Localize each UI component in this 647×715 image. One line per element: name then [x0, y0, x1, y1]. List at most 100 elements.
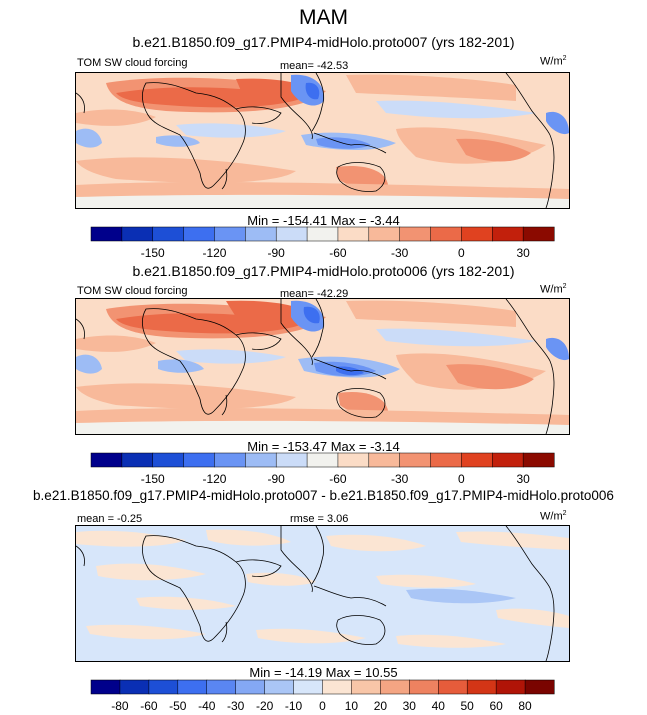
colorbar-3-tick-label: 60 [489, 699, 503, 713]
colorbar-1-tick-label: -30 [391, 246, 409, 260]
panel-3-mean-label: mean = -0.25 [77, 513, 143, 525]
colorbar-2-tick-label: -120 [202, 472, 226, 486]
colorbar-1-swatch [152, 226, 185, 242]
colorbar-3-swatch [438, 679, 468, 695]
colorbar-2-swatch [522, 452, 555, 468]
colorbar-2-tick-label: -30 [391, 472, 409, 486]
panel-1-colorbar-svg: -150 -120 -90 -60 -30 0 30 [90, 226, 555, 260]
colorbar-3-tick-label: -60 [140, 699, 158, 713]
colorbar-3-swatch [177, 679, 208, 695]
colorbar-3-swatch [235, 679, 266, 695]
colorbar-1-tick-label: 30 [516, 246, 530, 260]
colorbar-2-tick-label: 30 [516, 472, 530, 486]
colorbar-3-tick-label: -10 [285, 699, 303, 713]
colorbar-2-swatch [152, 452, 185, 468]
colorbar-3-tick-label: 10 [345, 699, 359, 713]
colorbar-2-swatch [461, 452, 493, 468]
colorbar-1-swatch [399, 226, 432, 242]
colorbar-1-tick-label: -150 [141, 246, 165, 260]
colorbar-1-swatch [522, 226, 555, 242]
colorbar-1-swatch [214, 226, 246, 242]
colorbar-3-swatch [119, 679, 150, 695]
colorbar-1-swatch [90, 226, 123, 242]
colorbar-1-swatch [368, 226, 401, 242]
colorbar-3-swatch [148, 679, 179, 695]
colorbar-3-swatch [495, 679, 526, 695]
colorbar-1-swatch [275, 226, 308, 242]
colorbar-2-swatch [399, 452, 432, 468]
colorbar-3-swatch [90, 679, 121, 695]
colorbar-3-swatch [351, 679, 381, 695]
colorbar-2-swatch [337, 452, 370, 468]
colorbar-3-swatch [409, 679, 439, 695]
colorbar-3-swatch [380, 679, 410, 695]
panel-1-title: b.e21.B1850.f09_g17.PMIP4-midHolo.proto0… [132, 34, 515, 50]
colorbar-2-swatch [430, 452, 462, 468]
colorbar-3-tick-label: -80 [111, 699, 129, 713]
colorbar-3-tick-label: 40 [432, 699, 446, 713]
panel-1-units: W/m2 [540, 55, 567, 68]
panel-1-map [75, 72, 570, 209]
panel-3-rmse-label: rmse = 3.06 [290, 513, 349, 525]
colorbar-1-swatch [245, 226, 277, 242]
colorbar-1-swatch [337, 226, 370, 242]
panel-2-variable-label: TOM SW cloud forcing [77, 285, 188, 297]
colorbar-3-swatch [264, 679, 295, 695]
colorbar-2-swatch [121, 452, 154, 468]
colorbar-1-tick-label: -120 [202, 246, 226, 260]
colorbar-2-swatch [306, 452, 339, 468]
colorbar-3-tick-label: -20 [256, 699, 274, 713]
colorbar-3-tick-label: 80 [518, 699, 532, 713]
colorbar-3-tick-label: 30 [403, 699, 417, 713]
panel-1-minmax: Min = -154.41 Max = -3.44 [247, 213, 400, 228]
colorbar-1-tick-label: -90 [268, 246, 286, 260]
colorbar-3-swatch [206, 679, 237, 695]
panel-2-map [75, 298, 570, 435]
colorbar-1-tick-label: -60 [329, 246, 347, 260]
panel-2-mean-label: mean= -42.29 [280, 288, 349, 300]
panel-2-colorbar: -150 -120 -90 -60 -30 0 30 [90, 452, 555, 486]
colorbar-2-swatch [492, 452, 524, 468]
colorbar-3-tick-label: 50 [461, 699, 475, 713]
figure-title: MAM [299, 6, 348, 29]
colorbar-2-tick-label: -150 [141, 472, 165, 486]
colorbar-3-swatch [524, 679, 555, 695]
panel-2-minmax: Min = -153.47 Max = -3.14 [247, 439, 400, 454]
colorbar-3-swatch [293, 679, 324, 695]
panel-3-colorbar-svg: -80 -60 -50 -40 -30 -20 -10 0 10 20 30 40 50 60 80 [90, 679, 555, 713]
colorbar-3-tick-label: -30 [227, 699, 245, 713]
panel-3-colorbar: -80 -60 -50 -40 -30 -20 -10 0 10 20 30 40 50 60 80 [90, 679, 555, 713]
colorbar-3-tick-label: 20 [374, 699, 388, 713]
colorbar-2-swatch [214, 452, 246, 468]
panel-2-colorbar-svg: -150 -120 -90 -60 -30 0 30 [90, 452, 555, 486]
panel-3-units: W/m2 [540, 510, 567, 523]
colorbar-1-swatch [461, 226, 493, 242]
colorbar-3-swatch [322, 679, 352, 695]
panel-1-colorbar: -150 -120 -90 -60 -30 0 30 [90, 226, 555, 260]
colorbar-1-swatch [306, 226, 339, 242]
colorbar-2-swatch [275, 452, 308, 468]
colorbar-2-swatch [368, 452, 401, 468]
panel-2-title: b.e21.B1850.f09_g17.PMIP4-midHolo.proto0… [132, 263, 515, 279]
panel-1-mean-label: mean= -42.53 [280, 60, 349, 72]
colorbar-1-swatch [121, 226, 154, 242]
panel-1-map-svg [76, 73, 569, 208]
colorbar-3-tick-label: -50 [169, 699, 187, 713]
colorbar-2-tick-label: 0 [458, 472, 465, 486]
colorbar-3-tick-label: -40 [198, 699, 216, 713]
colorbar-2-tick-label: -90 [268, 472, 286, 486]
panel-1-variable-label: TOM SW cloud forcing [77, 57, 188, 69]
panel-3-minmax: Min = -14.19 Max = 10.55 [249, 665, 398, 680]
panel-3-map-svg [76, 526, 569, 661]
colorbar-2-tick-label: -60 [329, 472, 347, 486]
panel-2-units: W/m2 [540, 283, 567, 296]
colorbar-2-swatch [183, 452, 216, 468]
colorbar-1-tick-label: 0 [458, 246, 465, 260]
colorbar-1-swatch [430, 226, 462, 242]
colorbar-3-swatch [466, 679, 497, 695]
panel-2-map-svg [76, 299, 569, 434]
colorbar-3-tick-label: 0 [319, 699, 326, 713]
colorbar-1-swatch [183, 226, 216, 242]
colorbar-2-swatch [245, 452, 277, 468]
colorbar-1-swatch [492, 226, 524, 242]
